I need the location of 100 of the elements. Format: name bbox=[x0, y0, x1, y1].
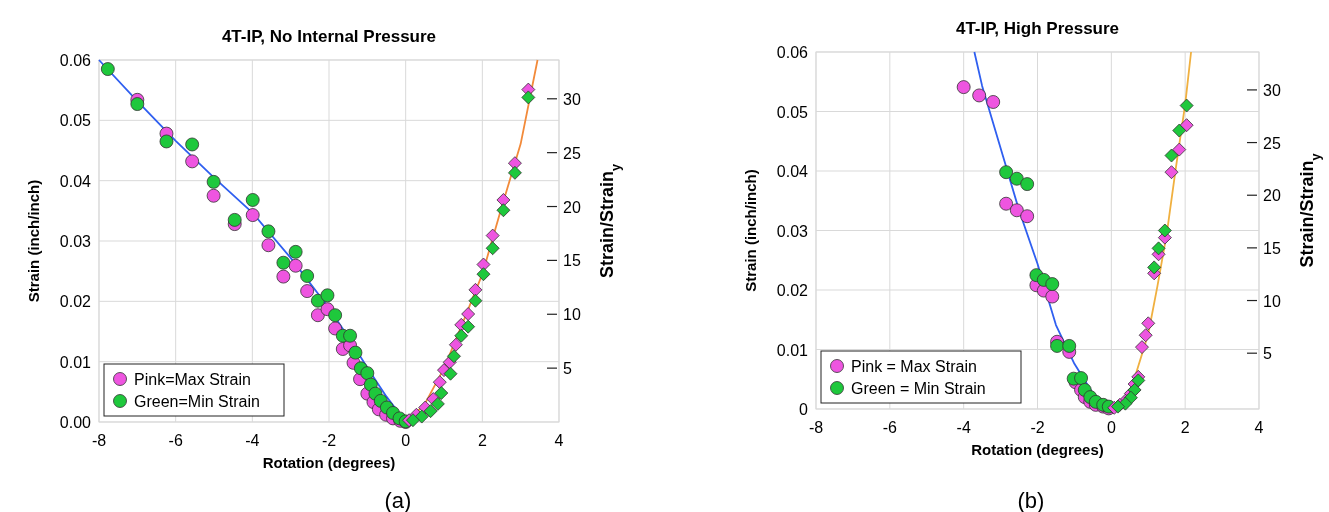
point bbox=[348, 345, 363, 360]
point bbox=[476, 257, 491, 272]
point bbox=[1147, 260, 1162, 275]
point bbox=[1141, 316, 1156, 331]
point bbox=[468, 282, 483, 297]
point bbox=[1172, 123, 1187, 138]
legend-label: Green=Min Strain bbox=[134, 393, 260, 410]
point bbox=[300, 284, 315, 298]
x-tick-label: -6 bbox=[168, 432, 183, 449]
point bbox=[1045, 277, 1060, 291]
x-tick-label: -8 bbox=[91, 432, 107, 449]
legend-label: Pink = Max Strain bbox=[851, 358, 977, 375]
point bbox=[468, 293, 483, 308]
point bbox=[972, 88, 987, 103]
point bbox=[310, 308, 325, 323]
point bbox=[999, 165, 1014, 180]
point bbox=[1020, 177, 1035, 191]
point bbox=[1050, 339, 1064, 353]
point bbox=[496, 193, 511, 207]
point bbox=[434, 386, 449, 400]
point bbox=[521, 90, 536, 105]
point bbox=[343, 328, 357, 343]
point bbox=[1131, 373, 1146, 388]
point bbox=[432, 375, 447, 390]
point bbox=[461, 307, 476, 321]
point bbox=[461, 319, 476, 334]
point bbox=[310, 293, 325, 308]
y2-tick-label: 25 bbox=[563, 144, 581, 162]
x-tick-label: 2 bbox=[477, 432, 487, 449]
point bbox=[443, 366, 458, 381]
point bbox=[206, 174, 221, 189]
y2-tick-label: 30 bbox=[563, 90, 581, 108]
y2-tick-label: 20 bbox=[1263, 187, 1281, 205]
legend-label: Pink=Max Strain bbox=[134, 371, 251, 388]
point bbox=[1179, 98, 1194, 113]
chart-title: 4T-IP, No Internal Pressure bbox=[221, 27, 437, 46]
y2-tick-label: 15 bbox=[1263, 239, 1281, 257]
x-tick-label: -8 bbox=[808, 419, 824, 436]
y2-tick-label: 20 bbox=[563, 198, 581, 216]
point bbox=[261, 238, 276, 253]
y-tick-label: 0.04 bbox=[776, 163, 809, 180]
point bbox=[288, 258, 303, 273]
x-tick-label: -2 bbox=[1030, 419, 1045, 436]
y-tick-label: 0.01 bbox=[59, 353, 92, 371]
point bbox=[185, 137, 200, 152]
point bbox=[508, 165, 522, 180]
y-tick-label: 0.02 bbox=[59, 293, 92, 311]
y-tick-label: 0.06 bbox=[59, 52, 92, 69]
y-tick-label: 0.00 bbox=[59, 414, 92, 431]
y-tick-label: 0 bbox=[799, 401, 809, 418]
point bbox=[288, 244, 303, 259]
y2-tick-label: 30 bbox=[1263, 81, 1281, 99]
y-tick-label: 0.06 bbox=[776, 44, 809, 61]
x-tick-label: -2 bbox=[321, 432, 337, 449]
point bbox=[1135, 340, 1149, 355]
point bbox=[245, 208, 260, 222]
point bbox=[185, 154, 200, 169]
point bbox=[276, 255, 291, 270]
text: (a) bbox=[384, 488, 412, 512]
x-axis-title: Rotation (degrees) bbox=[971, 441, 1104, 458]
y2-tick-label: 10 bbox=[563, 306, 581, 324]
y2-tick-label: 15 bbox=[563, 252, 581, 270]
point bbox=[1172, 142, 1187, 157]
point bbox=[328, 308, 343, 323]
chart-title: 4T-IP, High Pressure bbox=[955, 19, 1120, 38]
y2-tick-label: 5 bbox=[563, 360, 572, 378]
point bbox=[130, 97, 145, 111]
point bbox=[454, 328, 469, 343]
y-tick-label: 0.03 bbox=[776, 222, 809, 240]
y-tick-label: 0.05 bbox=[776, 103, 809, 121]
point bbox=[406, 413, 420, 428]
point bbox=[496, 203, 511, 218]
x-tick-label: -4 bbox=[245, 432, 260, 449]
y-tick-label: 0.04 bbox=[59, 172, 92, 190]
point bbox=[1151, 241, 1166, 256]
point bbox=[1045, 289, 1060, 304]
point bbox=[1138, 328, 1153, 343]
point bbox=[206, 188, 221, 203]
x-tick-label: 0 bbox=[1106, 419, 1116, 436]
y-axis-title: Strain (inch/inch) bbox=[25, 179, 42, 303]
point bbox=[1164, 165, 1179, 180]
y2-tick-label: 10 bbox=[1263, 292, 1281, 310]
point bbox=[986, 95, 1001, 109]
point bbox=[261, 224, 276, 239]
y-axis-title: Strain (inch/inch) bbox=[742, 169, 759, 292]
point bbox=[485, 241, 500, 256]
x-tick-label: 2 bbox=[1180, 419, 1190, 436]
legend-label: Green = Min Strain bbox=[851, 380, 986, 397]
y-tick-label: 0.03 bbox=[59, 233, 92, 250]
point bbox=[485, 228, 500, 243]
point bbox=[320, 288, 335, 303]
y2-tick-label: 5 bbox=[1263, 345, 1272, 363]
point bbox=[956, 80, 971, 95]
point bbox=[448, 337, 463, 352]
point bbox=[227, 212, 242, 227]
y2-tick-label: 25 bbox=[1263, 134, 1281, 152]
x-axis-title: Rotation (degrees) bbox=[262, 454, 396, 471]
point bbox=[1020, 209, 1035, 224]
text: (b) bbox=[1017, 488, 1045, 512]
point bbox=[476, 267, 491, 282]
